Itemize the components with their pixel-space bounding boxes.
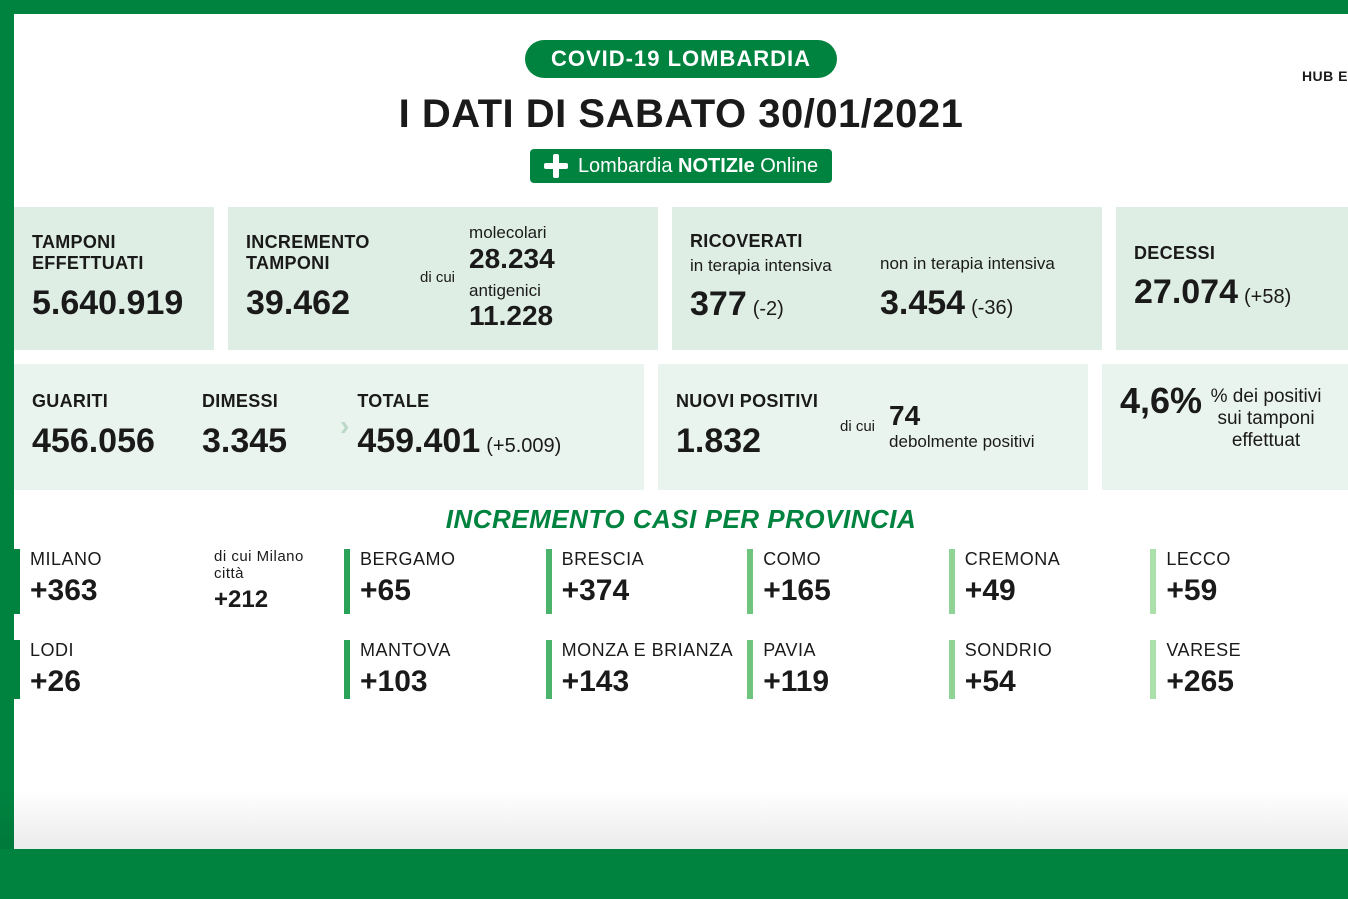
recov-t-label: TOTALE bbox=[357, 391, 561, 412]
tile-hospitalized: RICOVERATI in terapia intensiva 377(-2) … bbox=[672, 207, 1102, 350]
prov-value: +65 bbox=[360, 574, 536, 608]
prov-milano-city: di cui Milano città +212 bbox=[214, 549, 334, 614]
provinces-grid: MILANO +363 di cui Milano città +212 BER… bbox=[14, 549, 1348, 699]
prov-lecco: LECCO +59 bbox=[1150, 549, 1342, 614]
prov-value: +363 bbox=[30, 574, 204, 608]
brand-text: Lombardia NOTIZIe Online bbox=[578, 155, 818, 178]
prov-value: +374 bbox=[562, 574, 738, 608]
prov-sondrio: SONDRIO +54 bbox=[949, 640, 1141, 699]
prov-name: MILANO bbox=[30, 549, 204, 570]
deaths-value: 27.074(+58) bbox=[1134, 273, 1291, 312]
canvas-frame: HUB E COVID-19 LOMBARDIA I DATI DI SABAT… bbox=[0, 0, 1348, 899]
tile-recovered: GUARITI 456.056 DIMESSI 3.345 › TOTALE 4… bbox=[14, 364, 644, 490]
tile-positivity-rate: 4,6% % dei positivi sui tamponi effettua… bbox=[1102, 364, 1348, 490]
deaths-label: DECESSI bbox=[1134, 243, 1291, 264]
tests-ant-value: 11.228 bbox=[469, 300, 555, 332]
prov-monza: MONZA E BRIANZA +143 bbox=[546, 640, 738, 699]
prov-milano: MILANO +363 bbox=[14, 549, 204, 614]
hosp-icu-label: in terapia intensiva bbox=[690, 256, 880, 276]
prov-name: BERGAMO bbox=[360, 549, 536, 570]
header-badge-wrap: COVID-19 LOMBARDIA bbox=[14, 14, 1348, 78]
hosp-icu-value: 377(-2) bbox=[690, 285, 880, 324]
rate-label: % dei positivi sui tamponi effettuat bbox=[1202, 386, 1330, 472]
recov-d-label: DIMESSI bbox=[202, 391, 332, 412]
new-dicui: di cui bbox=[840, 418, 875, 435]
prov-value: +165 bbox=[763, 574, 939, 608]
stats-row-1: TAMPONI EFFETTUATI 5.640.919 INCREMENTO … bbox=[14, 207, 1348, 350]
page-title: I DATI DI SABATO 30/01/2021 bbox=[14, 92, 1348, 137]
prov-varese: VARESE +265 bbox=[1150, 640, 1342, 699]
tests-dicui: di cui bbox=[420, 269, 455, 286]
prov-name: VARESE bbox=[1166, 640, 1342, 661]
prov-value: +26 bbox=[30, 665, 204, 699]
tests-mol-label: molecolari bbox=[469, 223, 555, 243]
stats-row-2: GUARITI 456.056 DIMESSI 3.345 › TOTALE 4… bbox=[14, 364, 1348, 490]
recov-g-value: 456.056 bbox=[32, 422, 202, 461]
hosp-label: RICOVERATI bbox=[690, 231, 880, 252]
prov-name: CREMONA bbox=[965, 549, 1141, 570]
prov-brescia: BRESCIA +374 bbox=[546, 549, 738, 614]
prov-name: SONDRIO bbox=[965, 640, 1141, 661]
rate-value: 4,6% bbox=[1120, 380, 1202, 472]
prov-name: PAVIA bbox=[763, 640, 939, 661]
tile-tests-total: TAMPONI EFFETTUATI 5.640.919 bbox=[14, 207, 214, 350]
prov-name: LODI bbox=[30, 640, 204, 661]
stats-rows: TAMPONI EFFETTUATI 5.640.919 INCREMENTO … bbox=[14, 207, 1348, 699]
header-badge: COVID-19 LOMBARDIA bbox=[525, 40, 837, 78]
prov-value: +49 bbox=[965, 574, 1141, 608]
hosp-non-value: 3.454(-36) bbox=[880, 284, 1055, 323]
prov-pavia: PAVIA +119 bbox=[747, 640, 939, 699]
prov-sub-value: +212 bbox=[214, 586, 334, 614]
new-weak-value: 74 bbox=[889, 400, 1035, 432]
prov-name: COMO bbox=[763, 549, 939, 570]
prov-bergamo: BERGAMO +65 bbox=[344, 549, 536, 614]
tests-inc-value: 39.462 bbox=[246, 284, 406, 323]
prov-como: COMO +165 bbox=[747, 549, 939, 614]
prov-name: BRESCIA bbox=[562, 549, 738, 570]
brand-bold: NOTIZIe bbox=[678, 155, 755, 177]
tile-new-positives: NUOVI POSITIVI 1.832 di cui 74 debolment… bbox=[658, 364, 1088, 490]
prov-value: +59 bbox=[1166, 574, 1342, 608]
content-area: HUB E COVID-19 LOMBARDIA I DATI DI SABAT… bbox=[14, 14, 1348, 849]
prov-mantova: MANTOVA +103 bbox=[344, 640, 536, 699]
new-weak-label: debolmente positivi bbox=[889, 432, 1035, 452]
prov-name: MONZA E BRIANZA bbox=[562, 640, 738, 661]
plus-icon bbox=[544, 154, 568, 178]
prov-value: +54 bbox=[965, 665, 1141, 699]
tests-inc-label: INCREMENTO TAMPONI bbox=[246, 232, 406, 273]
chevron-icon: › bbox=[340, 410, 349, 442]
hub-watermark: HUB E bbox=[1302, 68, 1348, 84]
new-value: 1.832 bbox=[676, 422, 826, 461]
prov-cremona: CREMONA +49 bbox=[949, 549, 1141, 614]
brand-row: Lombardia NOTIZIe Online bbox=[14, 149, 1348, 183]
recov-g-label: GUARITI bbox=[32, 391, 202, 412]
recov-d-value: 3.345 bbox=[202, 422, 332, 461]
tests-total-label: TAMPONI EFFETTUATI bbox=[32, 232, 196, 273]
tile-deaths: DECESSI 27.074(+58) bbox=[1116, 207, 1348, 350]
prov-name: MANTOVA bbox=[360, 640, 536, 661]
provinces-header: INCREMENTO CASI PER PROVINCIA bbox=[14, 504, 1348, 535]
prov-value: +143 bbox=[562, 665, 738, 699]
prov-value: +119 bbox=[763, 665, 939, 699]
brand-chip: Lombardia NOTIZIe Online bbox=[530, 149, 832, 183]
prov-value: +103 bbox=[360, 665, 536, 699]
tile-tests-increment: INCREMENTO TAMPONI 39.462 di cui molecol… bbox=[228, 207, 658, 350]
new-label: NUOVI POSITIVI bbox=[676, 391, 826, 412]
prov-name: LECCO bbox=[1166, 549, 1342, 570]
brand-suffix: Online bbox=[760, 155, 818, 177]
prov-value: +265 bbox=[1166, 665, 1342, 699]
prov-sub-label: di cui Milano città bbox=[214, 549, 334, 582]
tests-mol-value: 28.234 bbox=[469, 243, 555, 275]
prov-lodi: LODI +26 bbox=[14, 640, 204, 699]
brand-prefix: Lombardia bbox=[578, 155, 673, 177]
recov-t-value: 459.401(+5.009) bbox=[357, 422, 561, 461]
hosp-non-label: non in terapia intensiva bbox=[880, 254, 1055, 274]
tests-total-value: 5.640.919 bbox=[32, 284, 196, 323]
tests-ant-label: antigenici bbox=[469, 281, 555, 301]
